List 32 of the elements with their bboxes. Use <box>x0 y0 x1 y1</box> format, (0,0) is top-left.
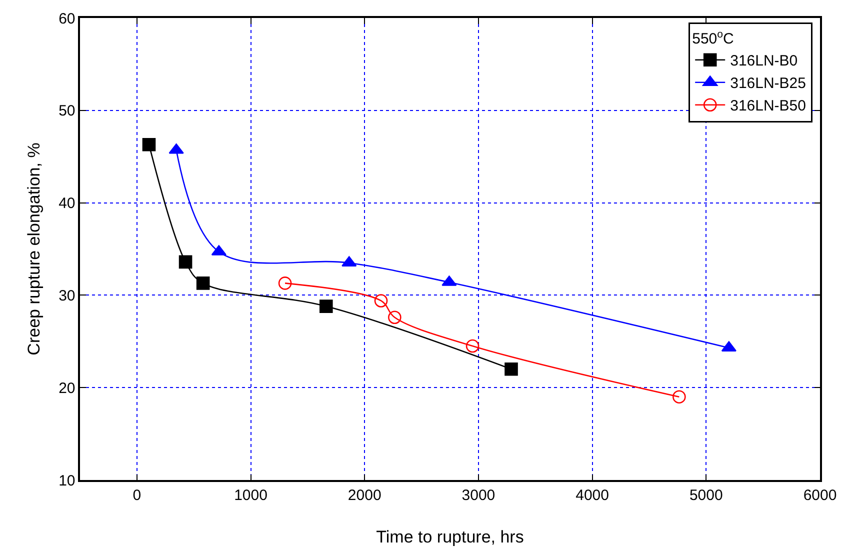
point <box>342 256 357 267</box>
y-tick-label: 10 <box>58 472 76 490</box>
point <box>278 276 292 290</box>
point <box>196 276 210 290</box>
legend-label: 316LN-B25 <box>730 75 806 92</box>
x-tick-label: 0 <box>132 486 142 504</box>
y-tick-label: 40 <box>58 195 76 212</box>
y-tick-label: 60 <box>58 10 76 28</box>
point <box>504 362 518 376</box>
y-tick-label: 20 <box>58 380 76 397</box>
y-tick-label: 50 <box>58 102 76 120</box>
y-axis-title: Creep rupture elongation, % <box>24 142 44 356</box>
point <box>721 341 736 352</box>
legend-label: 316LN-B0 <box>730 52 798 70</box>
x-tick-label: 4000 <box>576 486 609 504</box>
point <box>374 294 388 308</box>
point <box>142 138 156 152</box>
x-axis-title: Time to rupture, hrs <box>376 528 524 547</box>
legend-title: 550$^{o}$C <box>692 28 734 48</box>
x-tick-label: 6000 <box>803 486 837 504</box>
x-tick-label: 3000 <box>462 486 496 504</box>
legend-label: 316LN-B50 <box>730 98 806 115</box>
point <box>388 310 402 324</box>
point <box>672 390 686 404</box>
x-tick-label: 5000 <box>689 486 723 504</box>
point <box>178 255 192 269</box>
x-tick-label: 1000 <box>234 486 268 504</box>
point <box>319 300 333 313</box>
x-tick-label: 2000 <box>348 486 382 504</box>
point <box>466 339 480 353</box>
y-tick-label: 30 <box>58 287 76 304</box>
point <box>168 143 184 154</box>
